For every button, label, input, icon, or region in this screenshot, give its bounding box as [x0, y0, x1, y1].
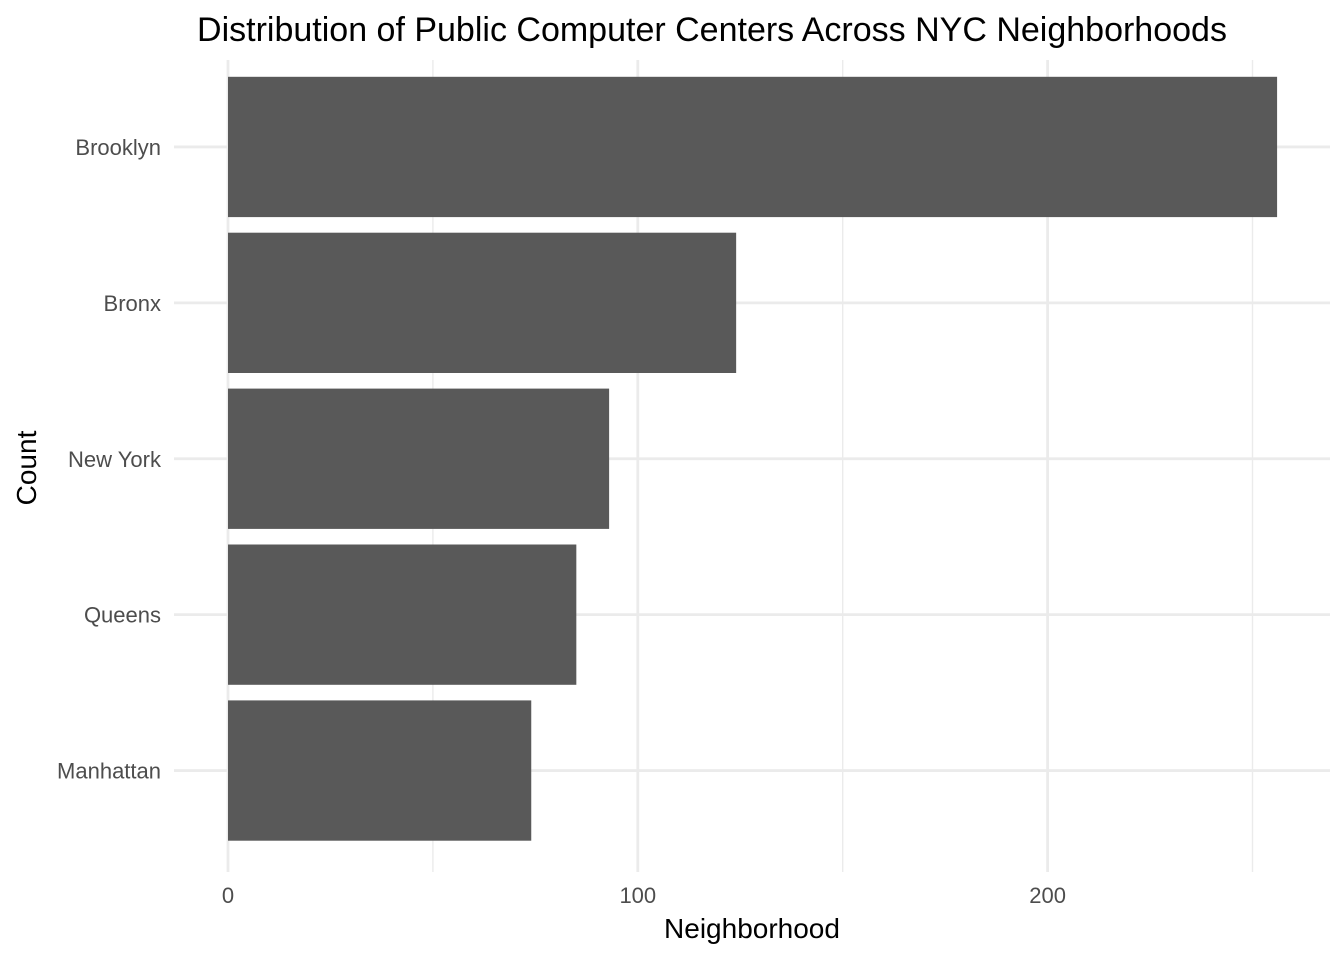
bar-brooklyn	[228, 76, 1278, 218]
y-tick-labels: Brooklyn Bronx New York Queens Manhattan	[57, 135, 162, 784]
x-tick-label: 100	[619, 883, 656, 908]
chart-title: Distribution of Public Computer Centers …	[197, 11, 1227, 49]
x-tick-labels: 0 100 200	[222, 883, 1066, 908]
bars	[228, 76, 1278, 841]
y-tick-label: Bronx	[104, 291, 161, 316]
x-axis-title: Neighborhood	[664, 913, 840, 944]
y-tick-label: Brooklyn	[75, 135, 161, 160]
bar-manhattan	[228, 700, 532, 841]
x-tick-label: 0	[222, 883, 234, 908]
y-tick-label: New York	[68, 447, 162, 472]
bar-queens	[228, 544, 577, 685]
bar-bronx	[228, 232, 737, 373]
x-tick-label: 200	[1029, 883, 1066, 908]
y-tick-label: Queens	[84, 603, 161, 628]
y-axis-title: Count	[11, 430, 42, 505]
y-tick-label: Manhattan	[57, 759, 161, 784]
bar-new-york	[228, 388, 610, 529]
